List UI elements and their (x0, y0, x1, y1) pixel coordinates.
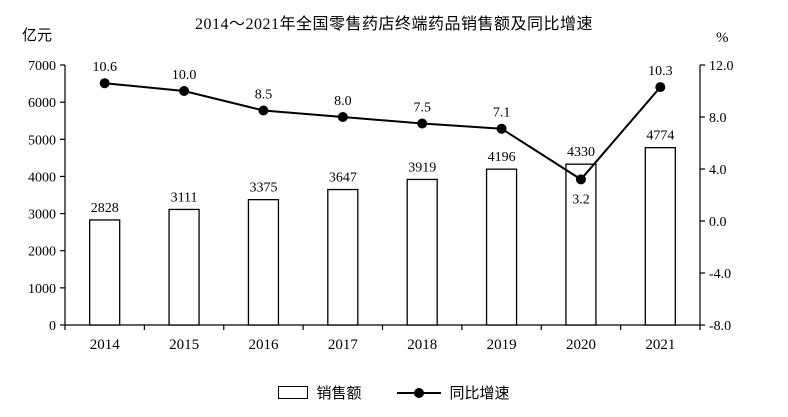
x-axis-category-label: 2019 (487, 337, 517, 353)
bar-value-label: 4774 (646, 129, 674, 144)
right-axis-tick-label: 4.0 (709, 163, 727, 178)
x-axis-category-label: 2015 (169, 337, 199, 353)
line-point (337, 112, 348, 122)
bar-value-label: 4330 (567, 145, 595, 160)
line-value-label: 8.0 (334, 94, 352, 109)
bar (168, 208, 200, 326)
left-axis-tick-label: 1000 (28, 282, 56, 297)
x-axis-category-label: 2014 (90, 337, 121, 353)
bar (247, 198, 280, 326)
bar (89, 219, 121, 326)
left-axis-unit-label: 亿元 (22, 28, 53, 44)
bar-value-label: 2828 (91, 201, 119, 216)
line-value-label: 7.5 (413, 101, 431, 116)
left-axis-tick-label: 7000 (28, 59, 56, 74)
right-axis-tick-label: 12.0 (709, 59, 734, 74)
left-axis-tick-label: 3000 (28, 208, 56, 223)
line-value-label: 10.3 (648, 64, 673, 79)
line-value-label: 3.2 (572, 192, 590, 207)
legend-item-sales: 销售额 (278, 382, 362, 403)
bar-value-label: 4196 (488, 150, 516, 165)
left-axis-tick-label: 4000 (28, 170, 56, 185)
bar (406, 178, 438, 326)
bar-value-label: 3375 (249, 181, 277, 196)
left-axis-tick-label: 2000 (28, 245, 56, 260)
line-point (179, 86, 190, 96)
bar-swatch-icon (278, 386, 309, 399)
x-axis-category-label: 2020 (566, 337, 596, 353)
line-value-label: 8.5 (255, 88, 273, 103)
bar-value-label: 3919 (408, 160, 436, 175)
right-axis-tick-label: -4.0 (709, 267, 731, 282)
bar-value-label: 3111 (171, 190, 198, 205)
chart-title: 2014～2021年全国零售药店终端药品销售额及同比增速 (194, 16, 593, 33)
legend-label-sales: 销售额 (316, 386, 362, 402)
line-value-label: 10.0 (172, 68, 197, 83)
line-marker-icon (396, 387, 441, 398)
left-axis-tick-label: 0 (49, 319, 56, 334)
legend-item-growth: 同比增速 (396, 382, 510, 403)
right-axis-tick-label: 0.0 (709, 215, 727, 230)
line-point (655, 82, 666, 93)
bar (565, 163, 597, 326)
right-axis-unit-label: % (716, 30, 729, 46)
line-value-label: 7.1 (493, 106, 511, 121)
line-point (496, 123, 507, 134)
line-value-label: 10.6 (92, 60, 117, 75)
line-point (99, 78, 110, 89)
left-axis-tick-label: 5000 (28, 133, 56, 148)
x-axis-category-label: 2021 (645, 337, 675, 353)
legend-label-growth: 同比增速 (449, 386, 510, 402)
line-point (575, 174, 586, 185)
legend: 销售额 同比增速 (0, 382, 788, 403)
right-axis-tick-label: -8.0 (709, 319, 731, 334)
growth-line (104, 82, 662, 181)
x-axis-category-label: 2018 (407, 337, 437, 353)
left-axis-tick-label: 6000 (28, 96, 56, 111)
x-axis-category-label: 2017 (328, 337, 359, 353)
x-axis-category-label: 2016 (248, 337, 279, 353)
right-axis-tick-label: 8.0 (709, 111, 727, 126)
bar (485, 168, 518, 326)
line-point (258, 105, 269, 116)
bar (644, 147, 676, 326)
line-point (417, 118, 428, 129)
bar-value-label: 3647 (329, 171, 357, 186)
bar (327, 188, 359, 326)
